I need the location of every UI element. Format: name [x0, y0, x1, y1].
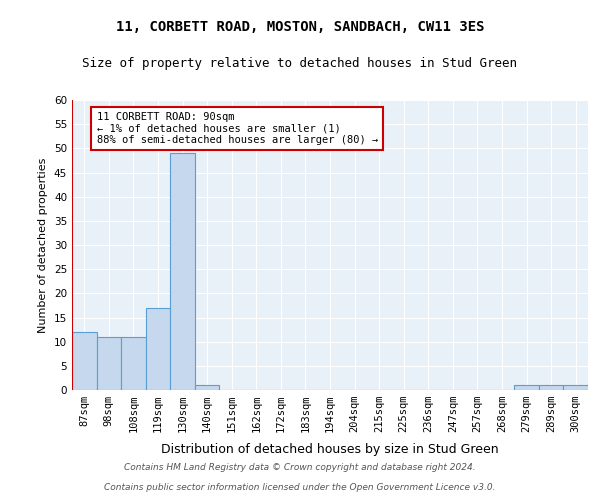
Text: Size of property relative to detached houses in Stud Green: Size of property relative to detached ho… [83, 58, 517, 70]
Text: 11 CORBETT ROAD: 90sqm
← 1% of detached houses are smaller (1)
88% of semi-detac: 11 CORBETT ROAD: 90sqm ← 1% of detached … [97, 112, 378, 146]
X-axis label: Distribution of detached houses by size in Stud Green: Distribution of detached houses by size … [161, 444, 499, 456]
Bar [170, 153, 195, 390]
Bar [146, 308, 170, 390]
Text: 11, CORBETT ROAD, MOSTON, SANDBACH, CW11 3ES: 11, CORBETT ROAD, MOSTON, SANDBACH, CW11… [116, 20, 484, 34]
Bar [195, 385, 220, 390]
Text: Contains public sector information licensed under the Open Government Licence v3: Contains public sector information licen… [104, 484, 496, 492]
Bar [539, 385, 563, 390]
Bar [514, 385, 539, 390]
Text: Contains HM Land Registry data © Crown copyright and database right 2024.: Contains HM Land Registry data © Crown c… [124, 464, 476, 472]
Y-axis label: Number of detached properties: Number of detached properties [38, 158, 49, 332]
Bar [563, 385, 588, 390]
Bar [72, 332, 97, 390]
Bar [97, 337, 121, 390]
Bar [121, 337, 146, 390]
